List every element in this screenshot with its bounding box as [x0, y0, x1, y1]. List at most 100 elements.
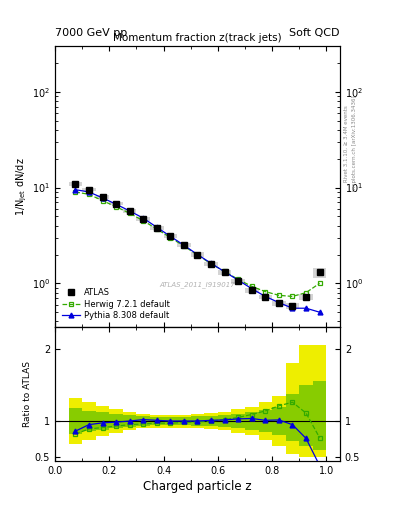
Herwig 7.2.1 default — [100, 198, 105, 204]
Bar — [218, 415, 231, 427]
ATLAS — [100, 194, 105, 200]
Bar — [136, 414, 150, 428]
ATLAS — [154, 225, 159, 231]
Bar — [109, 414, 123, 428]
Bar — [204, 416, 218, 426]
Pythia 8.308 default — [209, 260, 213, 266]
Bar — [231, 414, 245, 428]
Bar — [163, 415, 177, 428]
X-axis label: Charged particle z: Charged particle z — [143, 480, 252, 493]
Bar — [109, 202, 123, 205]
Pythia 8.308 default — [222, 269, 227, 275]
Herwig 7.2.1 default — [290, 293, 295, 300]
ATLAS — [195, 251, 200, 258]
ATLAS — [182, 242, 186, 248]
Bar — [231, 279, 245, 284]
ATLAS — [73, 181, 78, 187]
Bar — [259, 402, 272, 440]
Bar — [313, 268, 326, 278]
Bar — [177, 417, 191, 425]
Bar — [177, 415, 191, 428]
Herwig 7.2.1 default — [277, 292, 281, 298]
Bar — [299, 294, 313, 300]
Bar — [136, 217, 150, 221]
ATLAS — [141, 216, 145, 222]
Herwig 7.2.1 default — [168, 234, 173, 241]
Bar — [259, 410, 272, 432]
Herwig 7.2.1 default — [209, 261, 213, 267]
Herwig 7.2.1 default — [263, 289, 268, 295]
Bar — [150, 226, 163, 230]
ATLAS — [317, 269, 322, 275]
Bar — [218, 270, 231, 275]
Bar — [136, 416, 150, 426]
Text: Soft QCD: Soft QCD — [290, 28, 340, 38]
Pythia 8.308 default — [182, 242, 186, 248]
Pythia 8.308 default — [100, 195, 105, 201]
Pythia 8.308 default — [168, 233, 173, 239]
Bar — [150, 415, 163, 428]
Bar — [245, 412, 259, 430]
Text: mcplots.cern.ch [arXiv:1306.3436]: mcplots.cern.ch [arXiv:1306.3436] — [352, 96, 357, 191]
ATLAS — [250, 287, 254, 293]
Bar — [191, 416, 204, 426]
Line: Pythia 8.308 default: Pythia 8.308 default — [73, 187, 322, 314]
Bar — [218, 412, 231, 431]
ATLAS — [304, 294, 309, 300]
Bar — [231, 410, 245, 433]
Bar — [204, 262, 218, 266]
Title: Momentum fraction z(track jets): Momentum fraction z(track jets) — [113, 33, 282, 42]
Bar — [299, 345, 313, 457]
Bar — [82, 188, 96, 191]
Bar — [150, 417, 163, 425]
Bar — [204, 413, 218, 429]
ATLAS — [114, 201, 118, 207]
Herwig 7.2.1 default — [195, 252, 200, 258]
Herwig 7.2.1 default — [236, 276, 241, 283]
Bar — [286, 394, 299, 441]
Bar — [96, 195, 109, 199]
Herwig 7.2.1 default — [317, 280, 322, 286]
Bar — [82, 402, 96, 440]
Pythia 8.308 default — [127, 208, 132, 214]
Herwig 7.2.1 default — [222, 268, 227, 274]
Bar — [177, 243, 191, 247]
Pythia 8.308 default — [86, 189, 91, 195]
Pythia 8.308 default — [114, 201, 118, 207]
Herwig 7.2.1 default — [86, 191, 91, 198]
Pythia 8.308 default — [73, 187, 78, 193]
Bar — [96, 406, 109, 436]
Text: 7000 GeV pp: 7000 GeV pp — [55, 28, 127, 38]
Pythia 8.308 default — [195, 251, 200, 258]
Bar — [272, 396, 286, 445]
ATLAS — [222, 269, 227, 275]
Line: Herwig 7.2.1 default: Herwig 7.2.1 default — [73, 189, 322, 299]
ATLAS — [236, 278, 241, 284]
Bar — [313, 381, 326, 450]
Pythia 8.308 default — [317, 309, 322, 315]
ATLAS — [290, 303, 295, 309]
ATLAS — [168, 233, 173, 239]
Bar — [123, 209, 136, 213]
ATLAS — [127, 208, 132, 214]
Bar — [123, 412, 136, 430]
Bar — [69, 398, 82, 444]
Pythia 8.308 default — [277, 300, 281, 306]
ATLAS — [277, 300, 281, 306]
Bar — [123, 415, 136, 427]
Text: ATLAS_2011_I919017: ATLAS_2011_I919017 — [160, 282, 235, 288]
Bar — [191, 414, 204, 428]
Herwig 7.2.1 default — [182, 243, 186, 249]
Bar — [82, 411, 96, 431]
Bar — [69, 408, 82, 434]
Bar — [191, 252, 204, 257]
Pythia 8.308 default — [236, 277, 241, 283]
ATLAS — [86, 187, 91, 193]
Herwig 7.2.1 default — [73, 189, 78, 195]
Bar — [245, 288, 259, 293]
Bar — [109, 410, 123, 433]
ATLAS — [209, 261, 213, 267]
Bar — [299, 385, 313, 446]
Bar — [259, 295, 272, 300]
Herwig 7.2.1 default — [114, 204, 118, 210]
